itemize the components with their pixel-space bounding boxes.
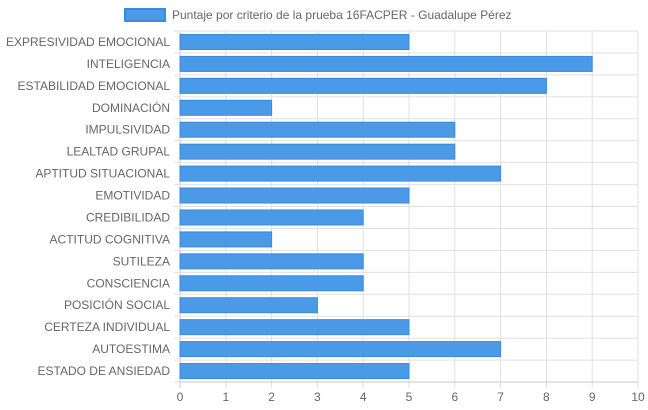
bar-8[interactable] (179, 209, 364, 226)
x-tick-label: 10 (631, 390, 645, 404)
category-label: ESTADO DE ANSIEDAD (38, 364, 171, 378)
category-label: ACTITUD COGNITIVA (50, 232, 170, 246)
x-tick-label: 2 (268, 390, 275, 404)
category-label: LEALTAD GRUPAL (67, 145, 171, 159)
x-tick-label: 5 (406, 390, 413, 404)
legend-swatch (124, 8, 166, 22)
bar-9[interactable] (179, 231, 273, 248)
bars (179, 33, 593, 380)
bar-10[interactable] (179, 253, 364, 270)
category-label: SUTILEZA (113, 254, 170, 268)
category-label: APTITUD SITUACIONAL (35, 167, 170, 181)
category-labels: EXPRESIVIDAD EMOCIONAL INTELIGENCIA ESTABI… (6, 35, 170, 378)
x-axis-ticks: 0 1 2 3 4 5 6 7 8 9 10 (177, 390, 645, 404)
category-label: CERTEZA INDIVIDUAL (44, 320, 170, 334)
category-label: EMOTIVIDAD (95, 189, 170, 203)
category-label: DOMINACIÓN (92, 100, 170, 115)
bar-13[interactable] (179, 319, 410, 336)
category-label: CONSCIENCIA (87, 276, 170, 290)
bar-6[interactable] (179, 165, 502, 182)
category-label: CREDIBILIDAD (86, 210, 170, 224)
x-tick-label: 0 (177, 390, 184, 404)
bar-5[interactable] (179, 143, 456, 160)
bar-3[interactable] (179, 99, 273, 116)
x-tick-label: 8 (543, 390, 550, 404)
bar-1[interactable] (179, 55, 593, 72)
bar-11[interactable] (179, 275, 364, 292)
category-label: ESTABILIDAD EMOCIONAL (18, 79, 171, 93)
bar-2[interactable] (179, 77, 547, 94)
x-tick-label: 4 (360, 390, 367, 404)
bar-15[interactable] (179, 363, 410, 380)
bar-14[interactable] (179, 341, 502, 358)
x-tick-label: 7 (497, 390, 504, 404)
category-label: POSICIÓN SOCIAL (64, 297, 170, 312)
bar-4[interactable] (179, 121, 456, 138)
x-tick-label: 3 (314, 390, 321, 404)
legend-label: Puntaje por criterio de la prueba 16FACP… (172, 8, 512, 22)
x-tick-label: 1 (222, 390, 229, 404)
bar-7[interactable] (179, 187, 410, 204)
bar-12[interactable] (179, 297, 318, 314)
chart-legend[interactable]: Puntaje por criterio de la prueba 16FACP… (124, 8, 512, 22)
category-label: EXPRESIVIDAD EMOCIONAL (6, 35, 170, 49)
x-tick-label: 9 (589, 390, 596, 404)
x-tick-label: 6 (451, 390, 458, 404)
category-label: AUTOESTIMA (92, 342, 170, 356)
bar-0[interactable] (179, 33, 410, 50)
category-label: IMPULSIVIDAD (85, 123, 170, 137)
category-label: INTELIGENCIA (87, 57, 170, 71)
